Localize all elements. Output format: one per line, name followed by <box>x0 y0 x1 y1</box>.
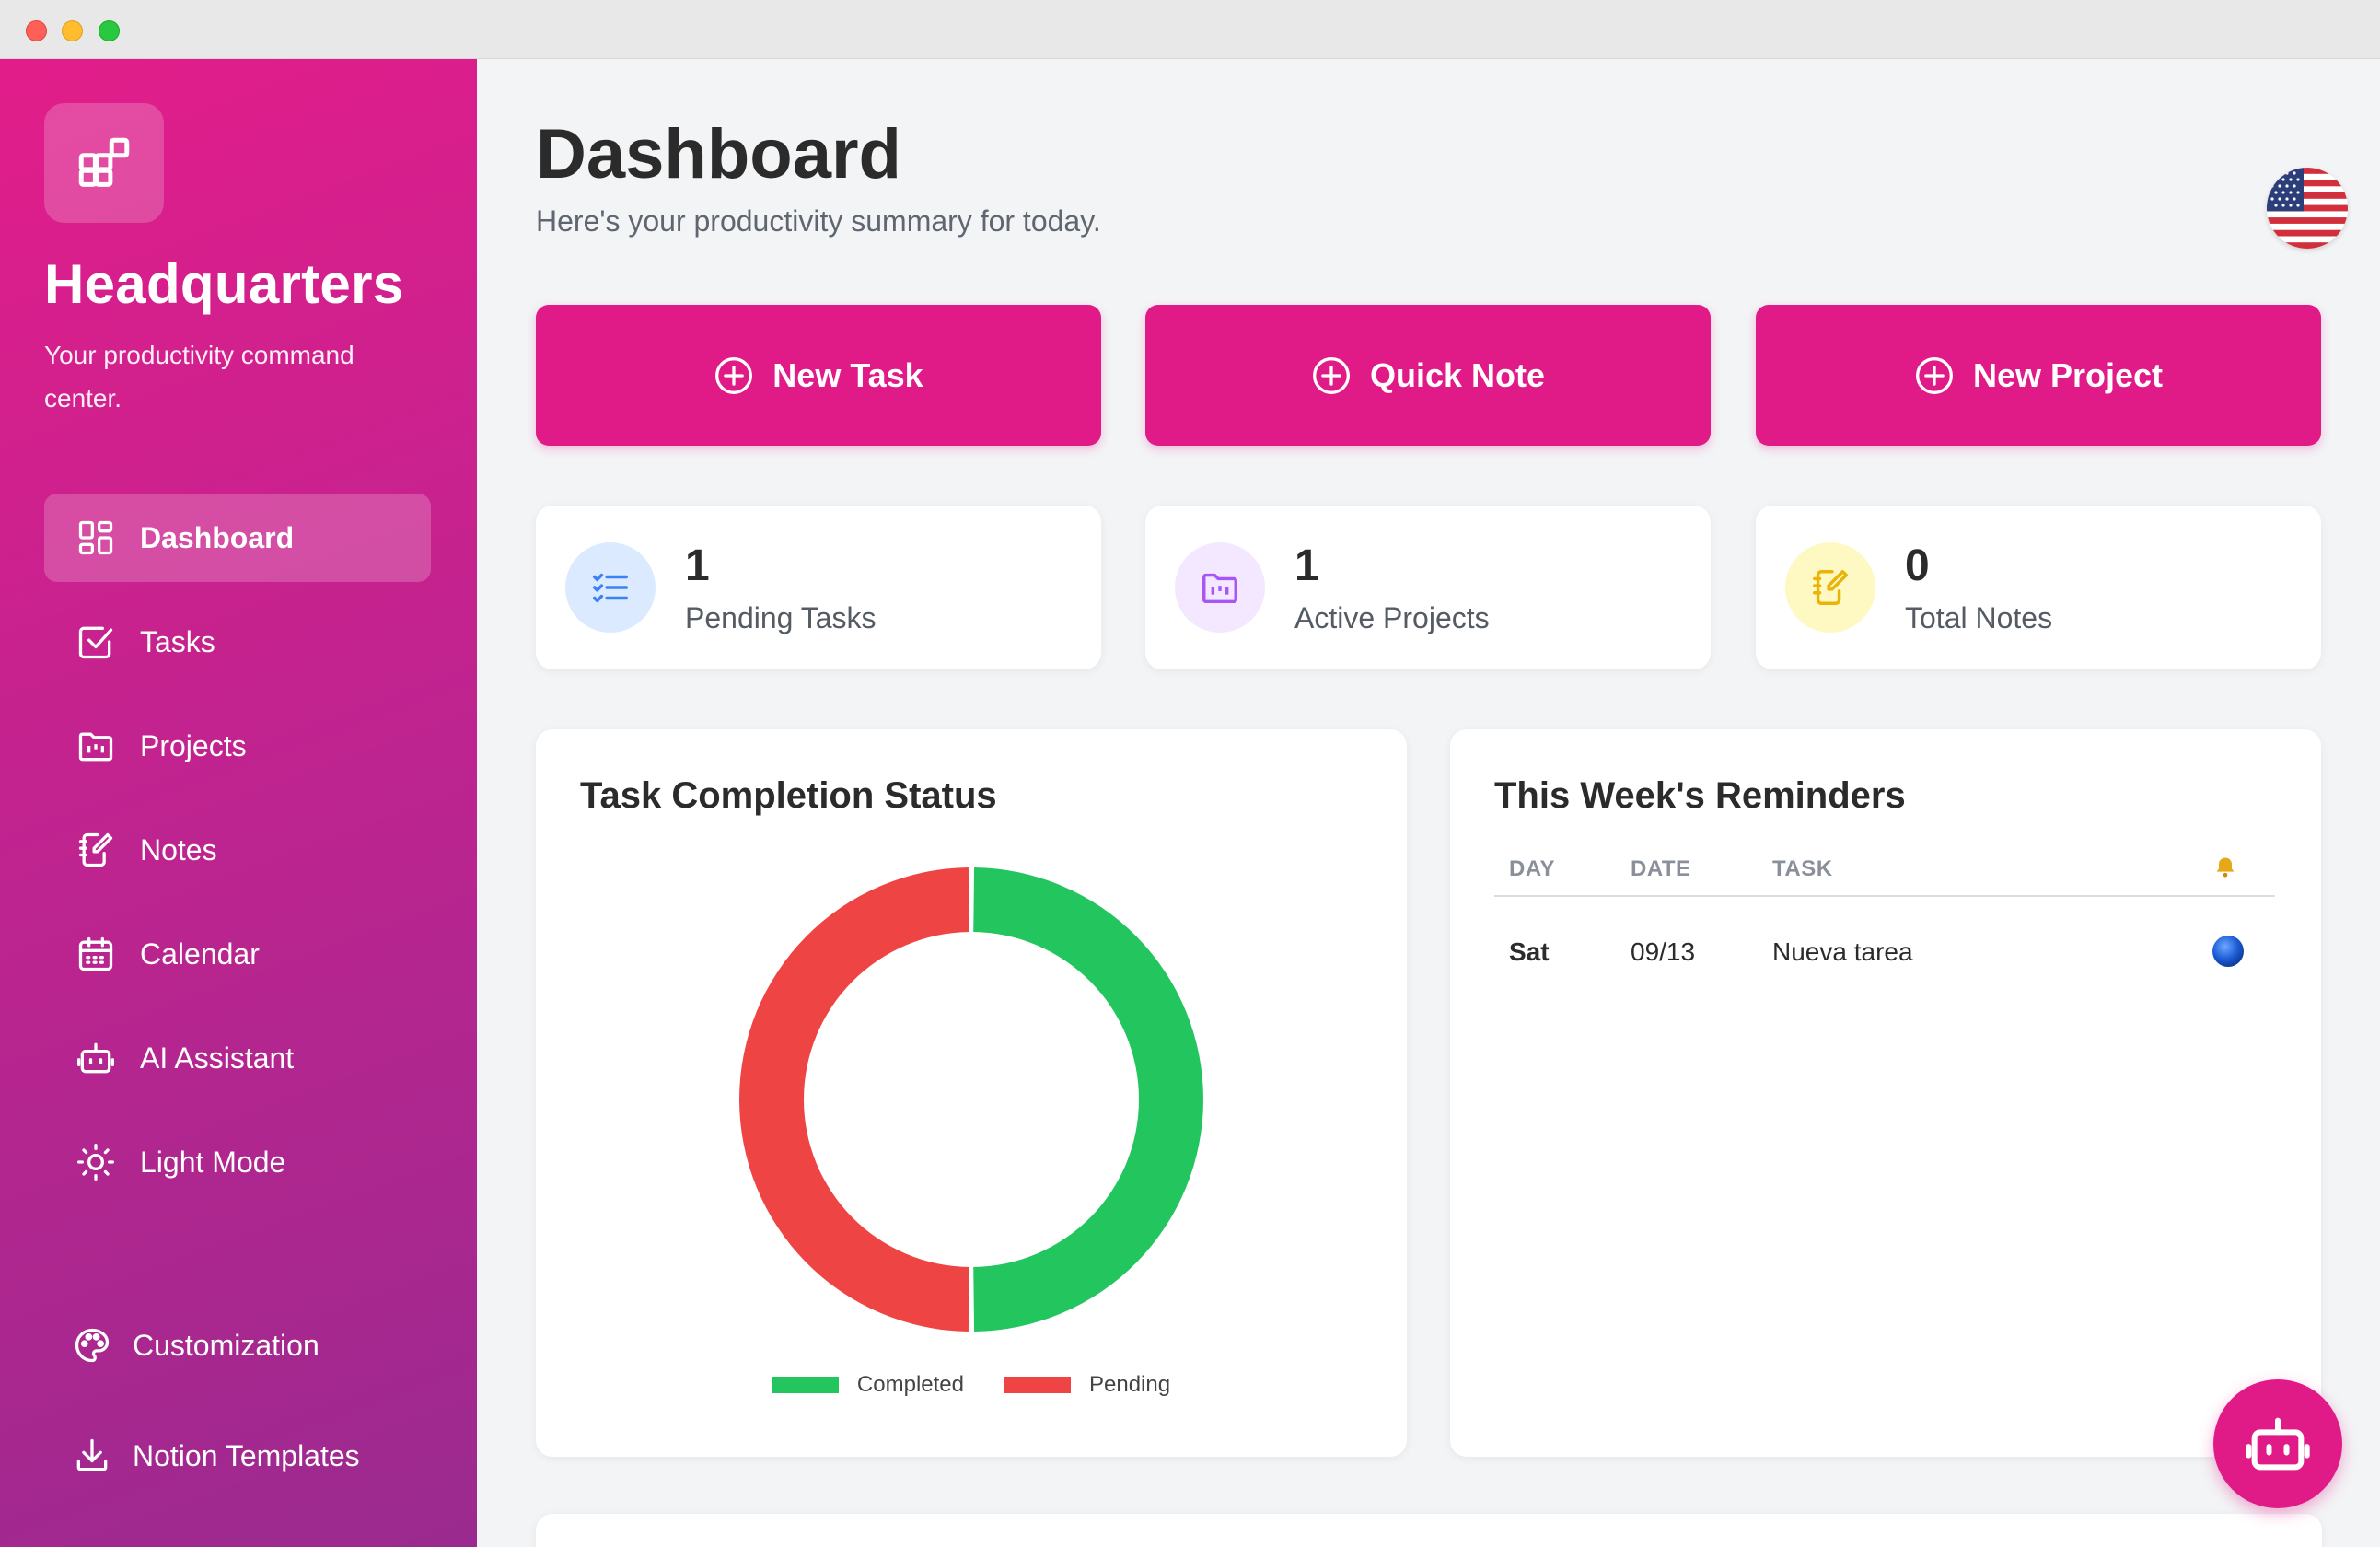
donut-chart <box>738 867 1204 1332</box>
bell-icon <box>2212 855 2238 887</box>
page-title: Dashboard <box>536 115 901 193</box>
column-header-date: DATE <box>1631 856 1691 881</box>
legend-label: Completed <box>856 1372 964 1397</box>
dashboard-icon <box>75 518 116 558</box>
calendar-icon <box>75 934 116 974</box>
column-header-task: TASK <box>1772 856 1833 881</box>
quick-note-button[interactable]: Quick Note <box>1145 305 1711 446</box>
sidebar: Headquarters Your productivity command c… <box>0 59 477 1547</box>
sidebar-item-label: Notion Templates <box>133 1438 360 1472</box>
donut-slice-completed[interactable] <box>973 867 1204 1332</box>
plus-circle-icon <box>714 355 754 396</box>
legend-item-pending[interactable]: Pending <box>1004 1372 1170 1398</box>
sidebar-item-label: Dashboard <box>140 520 295 554</box>
dashboard-icon <box>78 137 130 187</box>
donut-slice-pending[interactable] <box>738 867 969 1332</box>
reminder-date: 09/13 <box>1631 937 1696 966</box>
main-content: Dashboard Here's your productivity summa… <box>477 59 2380 1547</box>
table-header: DAY DATE TASK <box>1494 843 2275 897</box>
sidebar-item-label: AI Assistant <box>140 1041 295 1075</box>
notes-icon <box>1785 542 1875 633</box>
plus-circle-icon <box>1914 355 1955 396</box>
quick-note-label: Quick Note <box>1369 355 1546 394</box>
sidebar-item-light-mode[interactable]: Light Mode <box>44 1118 431 1206</box>
legend-swatch <box>1004 1377 1071 1393</box>
robot-icon <box>75 1038 116 1078</box>
new-project-button[interactable]: New Project <box>1756 305 2321 446</box>
palette-icon <box>72 1325 112 1366</box>
sidebar-item-label: Calendar <box>140 936 260 971</box>
sidebar-item-label: Light Mode <box>140 1145 286 1179</box>
stat-card-pending-tasks[interactable]: 1 Pending Tasks <box>536 506 1101 669</box>
column-header-day: DAY <box>1509 856 1555 881</box>
stat-card-total-notes[interactable]: 0 Total Notes <box>1756 506 2321 669</box>
stat-label: Total Notes <box>1905 601 2053 634</box>
page-subtitle: Here's your productivity summary for tod… <box>536 204 1101 238</box>
checkbox-icon <box>75 622 116 662</box>
chart-title: Task Completion Status <box>580 775 997 816</box>
table-row[interactable]: Sat 09/13 Nueva tarea <box>1494 897 2275 978</box>
stat-value: 0 <box>1905 541 1930 590</box>
sidebar-item-dashboard[interactable]: Dashboard <box>44 494 431 582</box>
task-list-icon <box>565 542 656 633</box>
close-window-button[interactable] <box>26 20 47 41</box>
stat-value: 1 <box>1294 541 1319 590</box>
sun-icon <box>75 1142 116 1182</box>
sidebar-item-notes[interactable]: Notes <box>44 806 431 894</box>
notes-icon <box>75 830 116 870</box>
sidebar-item-label: Notes <box>140 832 217 867</box>
brand-subtitle: Your productivity command center. <box>44 341 354 413</box>
minimize-window-button[interactable] <box>62 20 83 41</box>
legend-swatch <box>772 1377 839 1393</box>
reminder-day: Sat <box>1509 937 1550 966</box>
folder-icon <box>1175 542 1265 633</box>
sidebar-item-tasks[interactable]: Tasks <box>44 598 431 686</box>
stat-label: Active Projects <box>1294 601 1490 634</box>
sidebar-item-calendar[interactable]: Calendar <box>44 910 431 998</box>
reminders-title: This Week's Reminders <box>1494 775 1906 816</box>
sidebar-item-notion-templates[interactable]: Notion Templates <box>44 1412 431 1500</box>
blue-circle-icon <box>2211 934 2246 975</box>
reminders-panel: This Week's Reminders DAY DATE TASK Sat … <box>1450 729 2321 1457</box>
folder-icon <box>75 726 116 766</box>
reminders-table: DAY DATE TASK Sat 09/13 Nueva tarea <box>1494 843 2275 978</box>
download-icon <box>72 1436 112 1476</box>
new-task-label: New Task <box>772 355 923 394</box>
app-logo <box>44 103 164 223</box>
reminder-task: Nueva tarea <box>1772 937 1913 966</box>
sidebar-item-ai-assistant[interactable]: AI Assistant <box>44 1014 431 1102</box>
plus-circle-icon <box>1311 355 1352 396</box>
maximize-window-button[interactable] <box>99 20 120 41</box>
new-project-label: New Project <box>1972 355 2164 394</box>
ai-assistant-fab[interactable] <box>2213 1379 2342 1508</box>
us-flag-icon[interactable] <box>2267 168 2348 249</box>
new-task-button[interactable]: New Task <box>536 305 1101 446</box>
robot-icon <box>2246 1417 2310 1471</box>
sidebar-item-label: Customization <box>133 1328 319 1362</box>
sidebar-item-label: Tasks <box>140 624 215 658</box>
stat-card-active-projects[interactable]: 1 Active Projects <box>1145 506 1711 669</box>
task-completion-panel: Task Completion Status Completed Pending <box>536 729 1407 1457</box>
stat-label: Pending Tasks <box>685 601 877 634</box>
legend-label: Pending <box>1088 1372 1171 1397</box>
title-bar <box>0 0 2380 59</box>
sidebar-item-customization[interactable]: Customization <box>44 1301 431 1390</box>
chart-legend: Completed Pending <box>536 1372 1407 1398</box>
sidebar-item-projects[interactable]: Projects <box>44 702 431 790</box>
sidebar-item-label: Projects <box>140 728 247 762</box>
legend-item-completed[interactable]: Completed <box>772 1372 964 1398</box>
bottom-panel <box>536 1514 2322 1547</box>
stat-value: 1 <box>685 541 710 590</box>
brand-title: Headquarters <box>44 253 404 315</box>
